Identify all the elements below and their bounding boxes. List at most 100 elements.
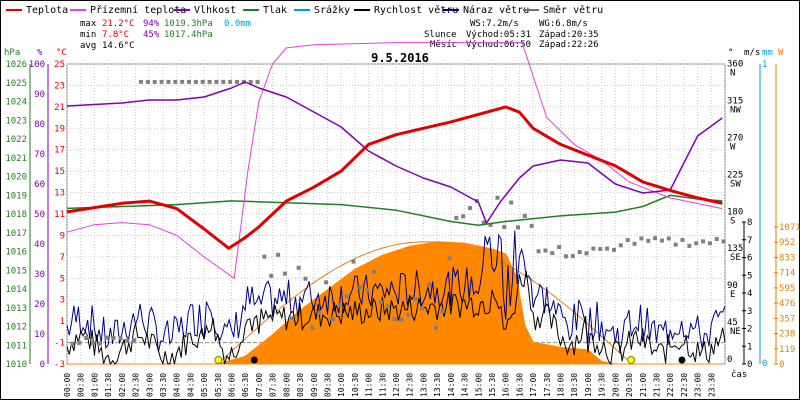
wind-direction-point: [70, 341, 75, 346]
axis-w-tick: 952: [779, 238, 795, 248]
wind-direction-point: [372, 269, 377, 274]
axis-hpa-tick: 1023: [5, 116, 27, 126]
wind-direction-point: [317, 311, 322, 316]
axis-pct-tick: 50: [34, 210, 45, 220]
wind-direction-point: [180, 79, 185, 84]
axis-dir-tick: 225: [727, 170, 743, 180]
axis-pct-tick: 90: [34, 90, 45, 100]
axis-ms-tick: 7: [747, 236, 752, 246]
moon-set: Západ:22:26: [539, 40, 599, 50]
time-tick: 14:00: [447, 373, 456, 397]
wind-direction-point: [234, 79, 239, 84]
wind-direction-point: [605, 246, 610, 251]
wind-direction-point: [420, 306, 425, 311]
time-tick: 18:00: [557, 373, 566, 397]
wind-direction-point: [632, 241, 637, 246]
wind-speed-line: [66, 271, 726, 366]
axis-w-tick: 1071: [779, 223, 800, 233]
stat-min-press: 1017.4hPa: [164, 30, 213, 40]
wind-direction-point: [426, 282, 431, 287]
axis-dir-tick: 180: [727, 207, 743, 217]
axis-ms-tick: 5: [747, 271, 752, 281]
time-tick: 16:30: [515, 373, 524, 397]
wind-direction-point: [255, 79, 260, 84]
sun-rise: Východ:05:31: [466, 30, 531, 40]
stats-block: max 21.2°C 94% 1019.3hPa 0.0mm min 7.8°C…: [80, 19, 251, 51]
wind-direction-point: [618, 243, 623, 248]
stat-max-press: 1019.3hPa: [164, 19, 213, 29]
wind-direction-point: [413, 296, 418, 301]
stat-max-temp: 21.2°C: [102, 19, 135, 29]
axis-temp-tick: 1: [60, 317, 65, 327]
axis-pct-tick: 30: [34, 270, 45, 280]
wind-direction-point: [159, 79, 164, 84]
time-tick: 00:00: [63, 373, 72, 397]
wind-direction-point: [701, 239, 706, 244]
wind-direction-point: [303, 276, 308, 281]
time-tick: 19:30: [598, 373, 607, 397]
axis-pct-tick: 0: [40, 360, 45, 370]
astro-block: WS:7.2m/s WG:6.8m/s Slunce Východ:05:31 …: [424, 19, 599, 50]
time-tick: 02:30: [132, 373, 141, 397]
time-tick: 23:30: [707, 373, 716, 397]
axis-pct-tick: 80: [34, 120, 45, 130]
wind-direction-point: [563, 254, 568, 259]
time-tick: 09:30: [323, 373, 332, 397]
axis-hpa-tick: 1024: [5, 98, 27, 108]
axis-hpa-tick: 1010: [5, 360, 27, 370]
wind-direction-point: [385, 304, 390, 309]
time-tick: 05:30: [214, 373, 223, 397]
axis-mm-tick: 1: [762, 60, 767, 70]
stat-max-hum: 94%: [143, 19, 160, 29]
axis-hpa-tick: 1022: [5, 135, 27, 145]
wind-direction-point: [406, 312, 411, 317]
wind-direction-point: [344, 294, 349, 299]
time-tick: 10:30: [351, 373, 360, 397]
axis-w-tick: 595: [779, 284, 795, 294]
time-tick: 03:00: [145, 373, 154, 397]
axis-ms-tick: 4: [747, 289, 752, 299]
axes: hPa1010101110121013101410151016101710181…: [4, 48, 800, 397]
time-tick: 20:30: [625, 373, 634, 397]
time-tick: 06:00: [228, 373, 237, 397]
axis-dir-tick: 270: [727, 133, 743, 143]
axis-pct-unit: %: [37, 48, 43, 58]
axis-temp-tick: 9: [60, 231, 65, 241]
axis-dir-compass: SW: [730, 179, 741, 189]
time-tick: 00:30: [77, 373, 86, 397]
time-tick: 16:00: [502, 373, 511, 397]
wind-direction-point: [351, 259, 356, 264]
wind-direction-point: [262, 254, 267, 259]
time-tick: 08:00: [282, 373, 291, 397]
legend-label: Náraz větru: [463, 4, 529, 16]
wind-direction-point: [324, 280, 329, 285]
time-tick: 08:30: [296, 373, 305, 397]
time-tick: 13:30: [433, 373, 442, 397]
stat-min-hum: 45%: [143, 30, 160, 40]
axis-ms-tick: 6: [747, 254, 752, 264]
axis-w-tick: 357: [779, 314, 795, 324]
axis-pct-tick: 40: [34, 240, 45, 250]
time-tick: 21:00: [639, 373, 648, 397]
wind-direction-point: [536, 249, 541, 254]
sun-set: Západ:20:35: [539, 30, 599, 40]
sun-label: Slunce: [424, 30, 457, 40]
wind-direction-point: [145, 79, 150, 84]
legend-label: Rychlost větru: [374, 4, 458, 16]
axis-hpa-tick: 1013: [5, 304, 27, 314]
moonrise-marker: [250, 356, 258, 364]
pressure-line: [66, 194, 723, 227]
axis-hpa-tick: 1015: [5, 266, 27, 276]
wind-direction-point: [481, 220, 486, 225]
time-tick: 04:30: [186, 373, 195, 397]
time-axis-label: čas: [731, 369, 747, 380]
axis-dir-tick: 0: [727, 355, 732, 365]
wind-direction-point: [296, 265, 301, 270]
sunrise-marker: [214, 356, 223, 364]
wind-direction-point: [447, 256, 452, 261]
axis-ms-tick: 0: [747, 360, 752, 370]
wind-direction-point: [550, 251, 555, 256]
axis-temp-tick: 17: [54, 146, 65, 156]
wind-direction-point: [132, 338, 137, 343]
